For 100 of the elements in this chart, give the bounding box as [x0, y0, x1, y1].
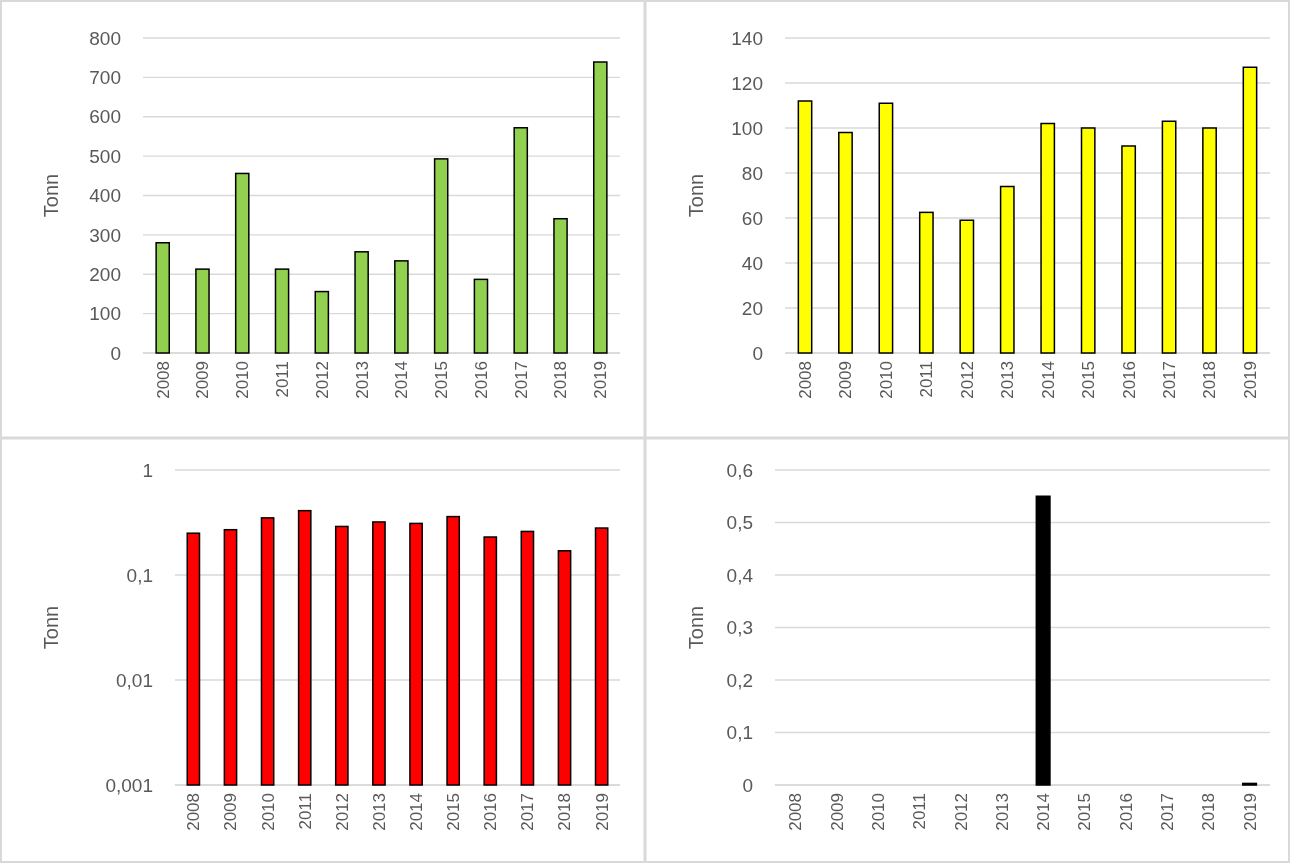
x-tick-label: 2016 [481, 793, 501, 831]
x-tick-label: 2014 [392, 361, 412, 399]
x-tick-label: 2011 [917, 361, 937, 398]
bar [155, 242, 171, 354]
bar [878, 102, 894, 354]
x-tick-label: 2010 [258, 793, 278, 831]
x-tick-label: 2017 [511, 361, 531, 399]
x-tick-label: 2013 [369, 793, 389, 831]
x-tick-label: 2015 [432, 361, 452, 399]
x-tick-label: 2013 [352, 361, 372, 399]
y-tick-label: 200 [89, 263, 121, 285]
bar [234, 172, 250, 354]
bar [1040, 122, 1056, 354]
y-tick-label: 0,3 [726, 617, 753, 639]
x-tick-label: 2016 [471, 361, 491, 399]
x-tick-label: 2012 [957, 361, 977, 399]
y-axis-title: Tonn [40, 173, 62, 218]
y-tick-label: 0,4 [726, 564, 754, 586]
bar [959, 219, 975, 354]
x-tick-label: 2008 [184, 793, 204, 831]
bar [354, 251, 369, 354]
y-tick-label: 500 [89, 145, 121, 167]
y-tick-label: 0,1 [726, 722, 753, 744]
x-tick-label: 2015 [1075, 793, 1095, 831]
bar [1161, 120, 1177, 354]
x-tick-label: 2018 [1199, 793, 1219, 831]
y-tick-label: 0,1 [126, 564, 153, 586]
bar [553, 217, 568, 354]
y-tick-label: 0,001 [105, 774, 153, 796]
bar [838, 131, 853, 354]
x-tick-label: 2009 [193, 361, 213, 399]
x-tick-label: 2011 [910, 793, 930, 830]
bar [433, 158, 449, 354]
bar [314, 290, 330, 354]
y-tick-label: 80 [741, 162, 763, 184]
y-axis-title: Tonn [40, 605, 62, 650]
bar [592, 61, 608, 354]
y-tick-label: 1 [142, 459, 153, 481]
x-tick-label: 2010 [876, 361, 896, 399]
y-tick-label: 700 [89, 67, 121, 89]
y-tick-label: 600 [89, 106, 121, 128]
y-axis-title: Tonn [685, 605, 707, 650]
x-tick-label: 2008 [153, 361, 173, 399]
x-tick-label: 2011 [272, 361, 292, 398]
bar [1080, 127, 1096, 354]
x-tick-label: 2009 [221, 793, 241, 831]
y-tick-label: 300 [89, 224, 121, 246]
bar [513, 127, 529, 354]
x-tick-label: 2018 [555, 793, 575, 831]
x-tick-label: 2008 [786, 793, 806, 831]
y-tick-label: 120 [731, 72, 763, 94]
bar [1242, 66, 1258, 354]
bar [999, 185, 1015, 354]
bar [473, 278, 489, 354]
bar [195, 268, 210, 354]
x-tick-label: 2011 [295, 793, 315, 830]
y-tick-label: 0,5 [726, 512, 753, 534]
x-tick-label: 2010 [868, 793, 888, 831]
y-tick-label: 0 [752, 342, 763, 364]
x-tick-label: 2019 [1240, 361, 1260, 399]
x-tick-label: 2014 [1038, 361, 1058, 399]
x-tick-label: 2017 [1157, 793, 1177, 831]
x-tick-label: 2015 [444, 793, 464, 831]
x-tick-label: 2014 [407, 793, 427, 831]
y-tick-label: 140 [731, 27, 763, 49]
y-tick-label: 0 [742, 774, 753, 796]
x-tick-label: 2017 [1160, 361, 1180, 399]
y-tick-label: 0,2 [726, 669, 753, 691]
y-tick-label: 100 [89, 303, 121, 325]
bar [918, 211, 934, 354]
x-tick-label: 2015 [1079, 361, 1099, 399]
y-tick-label: 20 [741, 297, 763, 319]
bar [1202, 127, 1217, 354]
x-tick-label: 2013 [998, 361, 1018, 399]
bar [394, 260, 409, 354]
y-tick-label: 60 [741, 207, 763, 229]
y-tick-label: 0 [110, 342, 121, 364]
x-tick-label: 2010 [233, 361, 253, 399]
x-tick-label: 2012 [312, 361, 332, 399]
x-tick-label: 2009 [836, 361, 856, 399]
x-tick-label: 2019 [1240, 793, 1260, 831]
x-tick-label: 2012 [332, 793, 352, 831]
y-tick-label: 0,01 [116, 669, 153, 691]
bar [1121, 145, 1137, 354]
x-tick-label: 2016 [1116, 793, 1136, 831]
x-tick-label: 2019 [592, 793, 612, 831]
y-tick-label: 0,6 [726, 459, 753, 481]
x-tick-label: 2016 [1119, 361, 1139, 399]
x-tick-label: 2018 [1200, 361, 1220, 399]
y-tick-label: 400 [89, 185, 121, 207]
x-tick-label: 2008 [795, 361, 815, 399]
x-tick-label: 2017 [518, 793, 538, 831]
y-tick-label: 800 [89, 27, 121, 49]
x-tick-label: 2013 [992, 793, 1012, 831]
x-tick-label: 2019 [591, 361, 611, 399]
bar [274, 268, 290, 354]
x-tick-label: 2012 [951, 793, 971, 831]
x-tick-label: 2018 [551, 361, 571, 399]
x-tick-label: 2009 [827, 793, 847, 831]
bar [797, 100, 813, 354]
